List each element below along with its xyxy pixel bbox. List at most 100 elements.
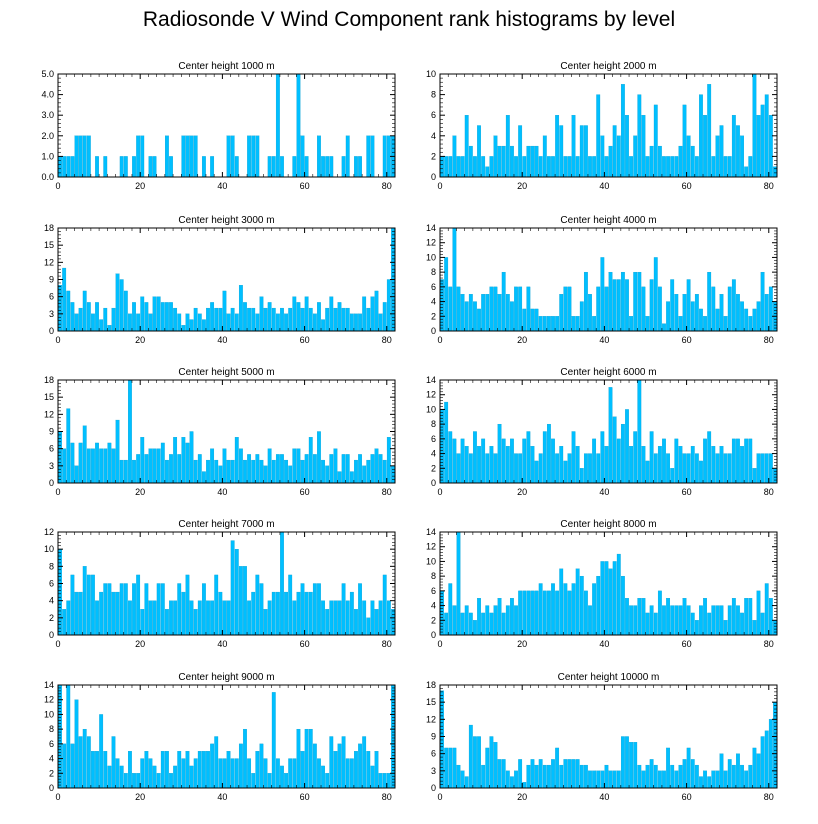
histogram-bar	[464, 605, 469, 636]
histogram-bar	[222, 600, 227, 636]
histogram-bar	[86, 448, 91, 484]
histogram-bar	[542, 431, 547, 484]
histogram-bar	[764, 583, 769, 636]
panel-title: Center height 4000 m	[560, 215, 656, 226]
x-tick-label: 0	[437, 335, 442, 345]
histogram-bar	[485, 294, 490, 332]
histogram-bar	[731, 279, 736, 332]
histogram-bar	[727, 286, 732, 332]
histogram-bar	[530, 446, 535, 484]
chart-panel: Center height 10000 m 0 20 40 60 80 0 3 6 9 12 15 18	[426, 672, 778, 802]
histogram-bar	[699, 308, 703, 332]
histogram-bar	[526, 764, 531, 789]
histogram-bar	[473, 431, 477, 484]
histogram-bar	[473, 736, 477, 789]
histogram-bar	[329, 600, 334, 636]
x-tick-label: 80	[764, 639, 774, 649]
histogram-bar	[452, 227, 457, 332]
histogram-bar	[744, 438, 749, 484]
histogram-bar	[514, 286, 518, 332]
histogram-bar	[489, 446, 494, 484]
histogram-bar	[366, 617, 371, 636]
histogram-bar	[201, 471, 206, 484]
histogram-bar	[608, 568, 613, 636]
histogram-bar	[522, 782, 527, 789]
histogram-bar	[657, 770, 662, 789]
histogram-bar	[567, 156, 572, 178]
plot-frame	[57, 73, 396, 178]
histogram-bar	[300, 583, 305, 636]
histogram-bar	[185, 313, 190, 332]
histogram-bar	[542, 135, 547, 178]
histogram-bar	[670, 605, 675, 636]
histogram-bar	[337, 743, 342, 789]
histogram-bar	[358, 313, 362, 332]
histogram-bar	[604, 446, 609, 484]
histogram-bar	[210, 156, 215, 178]
histogram-bar	[744, 166, 749, 178]
histogram-bar	[592, 583, 597, 636]
histogram-bar	[452, 747, 457, 789]
histogram-bar	[493, 135, 498, 178]
histogram-bar	[530, 759, 535, 789]
histogram-bar	[551, 316, 555, 332]
histogram-bar	[690, 301, 695, 332]
histogram-bar	[177, 751, 182, 789]
histogram-bar	[723, 156, 728, 178]
histogram-bar	[292, 600, 297, 636]
histogram-bar	[657, 446, 662, 484]
histogram-bar	[678, 446, 683, 484]
histogram-bar	[583, 453, 588, 484]
histogram-bar	[645, 612, 650, 636]
y-tick-label: 14	[426, 527, 436, 537]
histogram-bar	[518, 453, 523, 484]
histogram-bar	[670, 279, 675, 332]
histogram-bar	[645, 764, 650, 789]
histogram-bar	[386, 279, 391, 332]
histogram-bar	[144, 583, 149, 636]
histogram-bar	[752, 73, 757, 178]
histogram-bar	[111, 307, 116, 332]
histogram-bar	[538, 759, 543, 789]
x-tick-label: 20	[517, 335, 527, 345]
histogram-bar	[715, 770, 720, 789]
y-tick-label: 6	[431, 749, 436, 759]
histogram-bar	[238, 566, 243, 636]
histogram-bar	[296, 591, 301, 636]
histogram-bar	[152, 600, 157, 636]
histogram-bar	[551, 583, 555, 636]
histogram-bar	[218, 307, 223, 332]
histogram-bar	[181, 591, 186, 636]
histogram-bar	[300, 307, 305, 332]
histogram-bar	[666, 301, 671, 332]
histogram-bar	[703, 598, 707, 636]
histogram-bar	[181, 135, 186, 178]
histogram-bar	[243, 459, 247, 484]
x-tick-label: 0	[437, 639, 442, 649]
x-tick-label: 40	[599, 335, 609, 345]
histogram-bar	[563, 759, 568, 789]
histogram-bar	[325, 465, 330, 484]
histogram-bar	[378, 313, 383, 332]
histogram-bar	[201, 751, 206, 789]
histogram-bar	[505, 115, 510, 178]
histogram-bar	[164, 135, 169, 178]
histogram-bar	[300, 459, 305, 484]
histogram-bar	[608, 387, 613, 484]
histogram-bar	[247, 454, 252, 484]
histogram-bar	[119, 765, 124, 789]
histogram-bar	[78, 591, 83, 636]
histogram-bar	[140, 296, 145, 332]
histogram-bar	[571, 316, 576, 332]
histogram-bar	[259, 583, 264, 636]
histogram-bar	[760, 104, 765, 178]
histogram-bar	[477, 308, 481, 332]
histogram-bar	[497, 423, 502, 484]
histogram-bar	[111, 448, 116, 484]
histogram-bar	[193, 459, 198, 484]
plot-frame	[439, 379, 778, 484]
y-tick-label: 10	[44, 709, 54, 719]
histogram-bar	[468, 612, 473, 636]
histogram-bar	[267, 600, 272, 636]
histogram-bar	[296, 728, 301, 789]
